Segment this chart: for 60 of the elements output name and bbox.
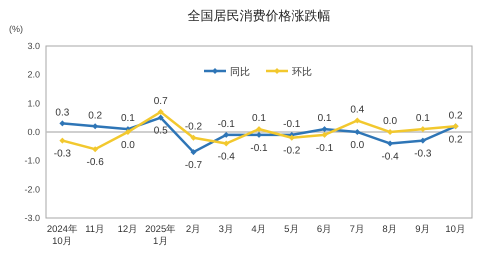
x-tick-label: 2月 xyxy=(186,224,202,235)
legend-label: 环比 xyxy=(292,66,312,78)
x-tick-label: 3月 xyxy=(218,224,234,235)
x-tick-label: 10月 xyxy=(445,224,466,235)
x-tick-label: 8月 xyxy=(382,224,398,235)
data-label: -0.1 xyxy=(218,118,236,130)
data-label: 0.0 xyxy=(350,140,365,151)
data-label: -0.3 xyxy=(414,148,432,160)
data-label: 0.1 xyxy=(252,113,266,124)
data-label: -0.3 xyxy=(54,148,72,160)
y-tick-label: 2.0 xyxy=(27,70,40,80)
x-tick-label: 2025年 1月 xyxy=(145,223,176,247)
y-axis-title: (%) xyxy=(9,24,23,34)
data-label: 0.3 xyxy=(55,107,70,118)
point xyxy=(190,134,196,141)
data-label: -0.1 xyxy=(250,142,268,154)
point xyxy=(223,140,230,146)
data-label: 0.1 xyxy=(318,113,332,124)
point xyxy=(190,149,196,156)
point xyxy=(158,114,164,121)
y-tick-label: -3.0 xyxy=(24,213,40,223)
point xyxy=(92,146,98,152)
y-tick-label: -1.0 xyxy=(24,156,40,166)
data-label: 0.5 xyxy=(154,126,168,137)
point xyxy=(354,118,360,124)
data-label: -0.4 xyxy=(218,151,236,162)
data-label: -0.1 xyxy=(283,118,301,130)
point xyxy=(124,129,131,135)
data-label: 0.2 xyxy=(448,110,463,122)
data-label: 0.7 xyxy=(154,96,168,107)
x-tick-label: 2024年 10月 xyxy=(46,223,78,247)
data-label: 0.0 xyxy=(383,116,398,127)
y-tick-label: 3.0 xyxy=(27,41,40,51)
data-label: 0.2 xyxy=(448,134,463,146)
x-tick-label: 4月 xyxy=(251,224,267,235)
x-tick-label: 9月 xyxy=(415,224,430,235)
data-label: -0.7 xyxy=(184,160,203,172)
legend-label: 同比 xyxy=(230,66,250,78)
data-label: 0.4 xyxy=(350,104,365,116)
point xyxy=(256,126,262,132)
x-tick-label: 6月 xyxy=(316,224,332,235)
data-label: -0.4 xyxy=(381,151,400,162)
x-tick-label: 11月 xyxy=(85,224,106,235)
data-label: -0.1 xyxy=(316,142,334,154)
data-label: -0.2 xyxy=(184,122,203,133)
data-label: 0.1 xyxy=(120,113,136,124)
y-tick-label: -2.0 xyxy=(24,184,40,194)
x-tick-label: 7月 xyxy=(350,224,365,235)
x-tick-label: 12月 xyxy=(118,224,138,235)
data-label: 0.1 xyxy=(416,113,430,124)
y-tick-label: 1.0 xyxy=(27,98,40,108)
point xyxy=(158,108,164,115)
x-tick-label: 5月 xyxy=(284,224,300,235)
data-label: -0.6 xyxy=(86,157,104,168)
data-label: -0.2 xyxy=(283,146,301,157)
chart-title: 全国居民消费价格涨跌幅 xyxy=(188,8,330,23)
y-tick-label: 0.0 xyxy=(27,127,40,137)
data-label: 0.2 xyxy=(88,110,103,122)
point xyxy=(59,138,66,144)
data-label: 0.0 xyxy=(120,140,136,151)
